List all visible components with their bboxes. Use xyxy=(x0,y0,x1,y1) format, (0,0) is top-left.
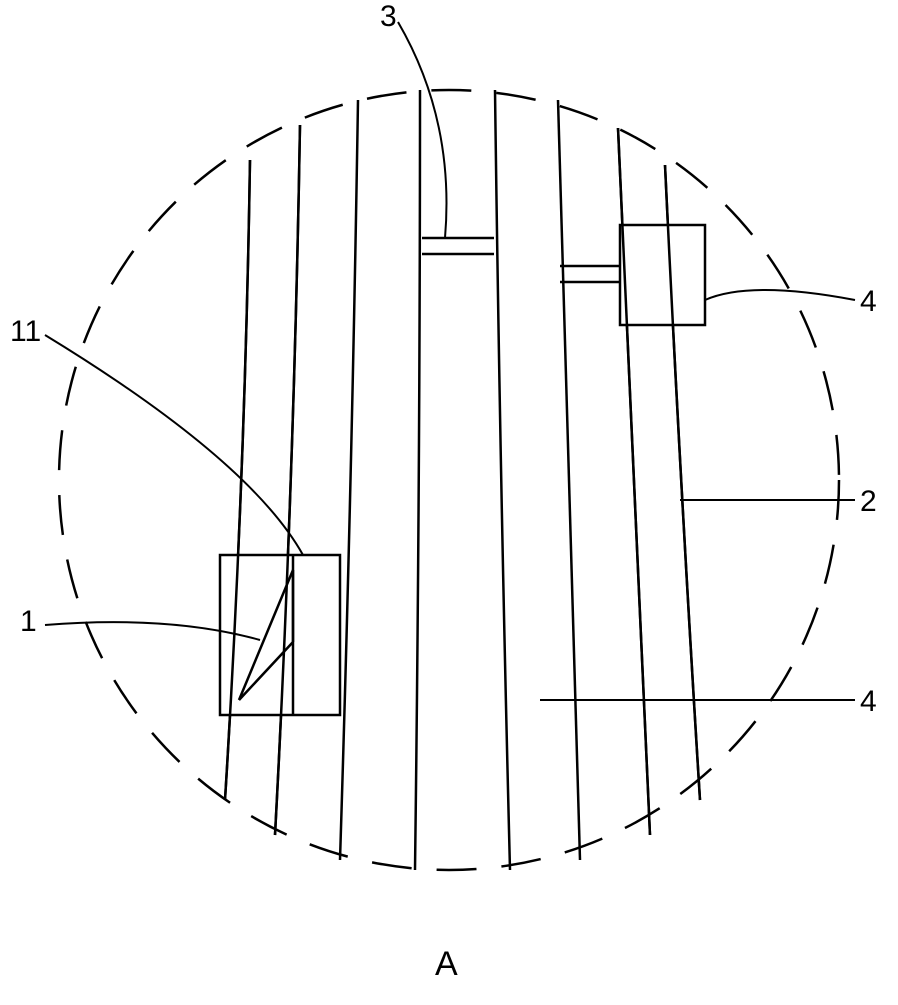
boundary-circle xyxy=(59,90,839,870)
label-11: 11 xyxy=(10,315,41,349)
label-4-bottom: 4 xyxy=(860,685,877,719)
label-1: 1 xyxy=(20,605,37,639)
label-4-top: 4 xyxy=(860,285,877,319)
label-3: 3 xyxy=(380,0,397,34)
block-4-right xyxy=(620,225,705,325)
vertical-slats xyxy=(225,90,700,870)
label-A: A xyxy=(435,945,458,984)
label-2: 2 xyxy=(860,485,877,519)
leaders xyxy=(45,22,855,700)
connector-4-top xyxy=(560,266,620,282)
diagram-svg xyxy=(0,0,898,1000)
connector-3 xyxy=(422,238,494,254)
diagram-container: 3 4 2 4 11 1 A xyxy=(0,0,898,1000)
